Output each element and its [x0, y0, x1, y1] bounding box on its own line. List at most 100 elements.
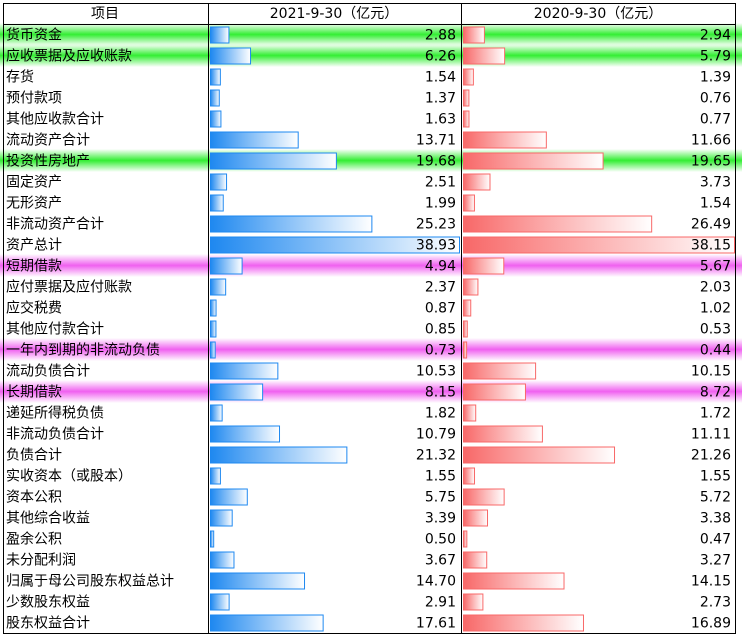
bar	[463, 404, 477, 422]
bar	[463, 614, 584, 632]
bar	[463, 446, 616, 464]
value-label: 1.54	[425, 70, 456, 86]
bar	[210, 89, 220, 107]
bar	[210, 530, 215, 548]
row-label: 非流动资产合计	[6, 217, 104, 233]
bar	[210, 47, 252, 65]
value-label: 25.23	[416, 217, 456, 233]
row-label: 应付票据及应付账款	[6, 279, 132, 296]
row-label: 短期借款	[6, 259, 62, 275]
value-label: 19.65	[691, 154, 731, 170]
value-label: 8.72	[700, 385, 731, 401]
bar	[210, 194, 224, 212]
value-label: 2.88	[425, 28, 456, 44]
row-label: 盈余公积	[6, 531, 62, 548]
value-label: 8.15	[425, 385, 456, 401]
value-label: 1.02	[700, 301, 731, 317]
value-label: 11.66	[691, 133, 731, 149]
row-label: 应交税费	[6, 300, 62, 317]
bar	[463, 215, 653, 233]
bar	[210, 131, 299, 149]
value-label: 1.99	[425, 196, 456, 212]
bar	[463, 299, 472, 317]
bar	[463, 488, 505, 506]
value-label: 0.85	[425, 322, 456, 338]
row-label: 存货	[6, 69, 34, 86]
bar	[463, 257, 505, 275]
bar	[210, 110, 222, 128]
bar	[463, 68, 474, 86]
bar	[463, 341, 468, 359]
bar	[210, 572, 306, 590]
value-label: 2.73	[700, 595, 731, 611]
value-label: 1.82	[425, 406, 456, 422]
row-label: 其他综合收益	[6, 511, 90, 527]
bar	[463, 131, 547, 149]
bar	[463, 551, 488, 569]
bar	[463, 152, 604, 170]
value-label: 5.72	[700, 490, 731, 506]
row-highlight	[0, 44, 742, 67]
row-label: 归属于母公司股东权益总计	[6, 573, 174, 590]
value-label: 14.70	[416, 574, 456, 590]
row-label: 递延所得税负债	[6, 405, 104, 422]
value-label: 17.61	[416, 616, 456, 632]
bar	[210, 467, 221, 485]
value-label: 21.32	[416, 448, 456, 464]
value-label: 0.44	[700, 343, 731, 359]
bar	[210, 446, 348, 464]
value-label: 0.76	[700, 91, 731, 107]
value-label: 10.53	[416, 364, 456, 380]
bar	[463, 467, 476, 485]
bar	[210, 278, 227, 296]
value-label: 38.15	[691, 238, 731, 254]
value-label: 0.77	[700, 112, 731, 128]
bar	[210, 362, 279, 380]
value-label: 1.55	[425, 469, 456, 485]
bar	[463, 278, 479, 296]
table-border	[3, 3, 736, 634]
row-highlight	[0, 23, 742, 46]
value-label: 1.39	[700, 70, 731, 86]
row-label: 其他应付款合计	[6, 321, 104, 338]
bar	[463, 530, 468, 548]
bar	[463, 425, 543, 443]
bar	[210, 383, 264, 401]
bar	[463, 383, 526, 401]
value-label: 0.50	[425, 532, 456, 548]
value-label: 5.79	[700, 49, 731, 65]
bar	[210, 152, 337, 170]
row-label: 其他应收款合计	[6, 111, 104, 128]
bar	[463, 320, 468, 338]
bar	[210, 173, 228, 191]
bar	[463, 362, 537, 380]
bar	[463, 26, 485, 44]
value-label: 2.03	[700, 280, 731, 296]
series-header: 2020-9-30（亿元）	[534, 6, 662, 22]
value-label: 0.53	[700, 322, 731, 338]
bar	[210, 488, 248, 506]
row-label: 投资性房地产	[6, 154, 90, 170]
bar	[463, 110, 470, 128]
value-label: 1.54	[700, 196, 731, 212]
row-label: 应收票据及应收账款	[6, 48, 132, 65]
bar	[210, 320, 217, 338]
value-label: 11.11	[691, 427, 731, 443]
row-label: 无形资产	[6, 196, 62, 212]
value-label: 16.89	[691, 616, 731, 632]
value-label: 6.26	[425, 49, 456, 65]
value-label: 0.47	[700, 532, 731, 548]
value-label: 2.51	[425, 175, 456, 191]
value-label: 13.71	[416, 133, 456, 149]
row-label: 少数股东权益	[6, 595, 90, 611]
value-label: 2.94	[700, 28, 731, 44]
bar	[463, 572, 565, 590]
value-label: 10.79	[416, 427, 456, 443]
bar	[463, 173, 491, 191]
bar	[210, 551, 235, 569]
bar	[210, 68, 221, 86]
row-label: 流动负债合计	[6, 364, 90, 380]
bar	[463, 47, 506, 65]
row-label: 股东权益合计	[6, 616, 90, 632]
row-label: 长期借款	[6, 385, 62, 401]
